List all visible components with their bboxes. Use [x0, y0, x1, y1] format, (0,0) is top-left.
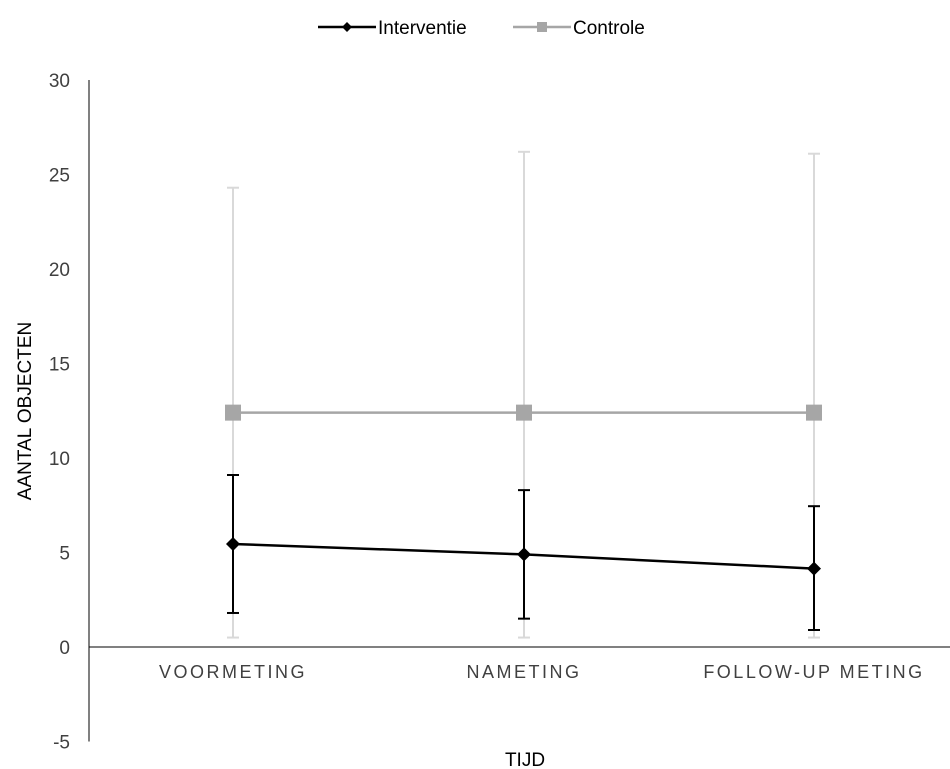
x-axis-title: TIJD — [505, 750, 545, 769]
y-tick-label: 20 — [49, 260, 70, 281]
y-axis: -5 0 5 10 15 20 25 30 — [49, 71, 90, 754]
y-tick-label: 5 — [59, 544, 70, 565]
legend-marker-interventie — [342, 22, 352, 32]
y-tick-label: 30 — [49, 71, 70, 92]
x-tick-label: NAMETING — [466, 662, 581, 682]
y-axis-title: AANTAL OBJECTEN — [15, 322, 36, 500]
y-tick-label: 10 — [49, 449, 70, 470]
y-tick-label: 0 — [59, 638, 70, 659]
y-tick-label: 25 — [49, 166, 70, 187]
x-axis: VOORMETING NAMETING FOLLOW-UP METING — [89, 646, 950, 682]
data-point — [517, 547, 531, 562]
x-tick-label: VOORMETING — [159, 662, 307, 682]
data-point — [226, 536, 240, 551]
data-point — [806, 404, 822, 421]
y-tick-label: 15 — [49, 355, 70, 376]
data-point — [225, 404, 241, 421]
legend-marker-controle — [537, 22, 547, 32]
x-tick-label: FOLLOW-UP METING — [703, 662, 924, 682]
legend-label-controle: Controle — [573, 18, 645, 39]
data-point — [516, 404, 532, 421]
legend: Interventie Controle — [318, 18, 645, 39]
series-layer — [225, 150, 822, 639]
y-tick-label: -5 — [53, 733, 70, 754]
legend-label-interventie: Interventie — [378, 18, 467, 39]
data-point — [807, 561, 821, 576]
series-interventie — [226, 474, 821, 631]
